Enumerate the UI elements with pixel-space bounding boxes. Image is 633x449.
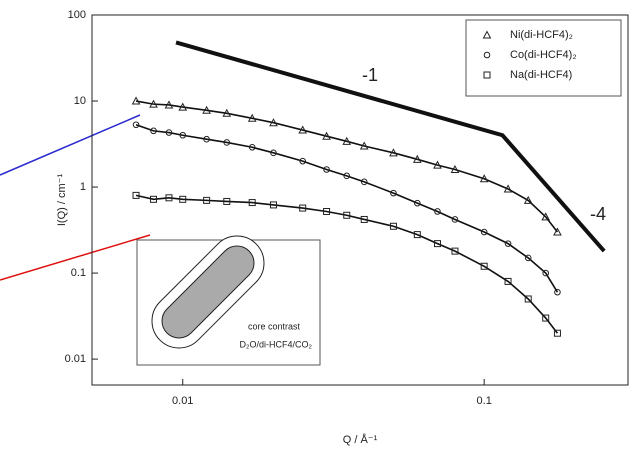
point — [165, 194, 173, 202]
fit-line — [135, 123, 559, 293]
point — [269, 201, 277, 209]
point — [359, 141, 369, 150]
point — [541, 212, 551, 221]
legend-label: Na(di-HCF4) — [510, 69, 572, 81]
legend-marker — [483, 51, 491, 59]
slope-label: -1 — [362, 65, 378, 85]
x-axis-label: Q / Å⁻¹ — [343, 433, 378, 446]
core — [161, 245, 255, 339]
legend-marker — [482, 30, 492, 39]
point — [248, 199, 256, 207]
point — [342, 136, 352, 145]
point — [504, 277, 512, 285]
inset — [136, 235, 321, 366]
pointer-line — [0, 234, 151, 281]
point — [343, 172, 351, 180]
point — [222, 108, 232, 117]
fit-line — [135, 100, 559, 233]
y-axis-label: I(Q) / cm⁻¹ — [56, 174, 68, 227]
y-tick-label: 1 — [80, 181, 86, 193]
slope-guide — [175, 40, 606, 253]
y-tick-label: 10 — [74, 95, 86, 107]
fit-line — [135, 194, 559, 334]
point — [179, 131, 187, 139]
point — [390, 189, 397, 197]
point — [179, 195, 187, 203]
point — [389, 222, 397, 230]
point — [433, 240, 441, 248]
point — [542, 269, 550, 277]
point — [412, 154, 422, 163]
point — [503, 184, 513, 193]
point — [553, 227, 562, 236]
point — [553, 329, 561, 337]
point — [223, 197, 231, 205]
point — [554, 288, 561, 296]
point — [270, 149, 277, 157]
point — [451, 216, 459, 223]
point — [223, 139, 231, 146]
point — [150, 195, 158, 203]
point — [299, 157, 306, 165]
point — [203, 135, 210, 143]
point — [322, 131, 331, 140]
plot-frame — [91, 14, 629, 386]
point — [164, 100, 174, 109]
point — [523, 195, 533, 204]
legend-label: Co(di-HCF4)₂ — [510, 49, 577, 61]
point — [178, 102, 188, 111]
point — [479, 174, 489, 183]
inset-text: core contrast — [248, 321, 301, 331]
point — [132, 191, 140, 199]
point — [298, 125, 308, 134]
point — [360, 215, 368, 223]
point — [504, 240, 512, 247]
y-tick-label: 0.01 — [65, 353, 86, 365]
point — [269, 118, 278, 127]
point — [414, 199, 421, 207]
point — [131, 96, 141, 105]
point — [323, 166, 330, 173]
point — [165, 129, 173, 136]
y-tick-label: 100 — [68, 9, 86, 21]
point — [299, 204, 307, 212]
point — [132, 121, 140, 129]
legend-label: Ni(di-HCF4)₂ — [510, 29, 573, 41]
point — [524, 254, 532, 262]
point — [202, 105, 211, 114]
pointer-line — [0, 114, 141, 176]
point — [247, 113, 257, 122]
slope-label: -4 — [590, 204, 606, 224]
legend-marker — [483, 71, 491, 79]
point — [450, 164, 460, 173]
point — [323, 207, 331, 215]
cylinder-icon — [151, 235, 265, 349]
point — [542, 314, 550, 322]
point — [413, 231, 421, 239]
x-tick-label: 0.1 — [477, 395, 492, 407]
point — [524, 295, 532, 303]
point — [433, 160, 442, 169]
point — [389, 148, 398, 157]
x-tick-label: 0.01 — [172, 395, 193, 407]
point — [149, 99, 158, 108]
point — [360, 178, 368, 186]
point — [150, 127, 157, 135]
inset-text: D₂O/di-HCF4/CO₂ — [240, 339, 313, 349]
point — [203, 196, 211, 204]
point — [343, 211, 351, 219]
point — [248, 143, 256, 151]
point — [480, 262, 488, 270]
legend-frame — [465, 19, 622, 97]
y-tick-label: 0.1 — [71, 267, 86, 279]
point — [451, 247, 459, 255]
point — [434, 208, 441, 215]
point — [480, 228, 488, 236]
